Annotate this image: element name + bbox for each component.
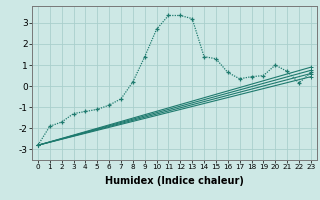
X-axis label: Humidex (Indice chaleur): Humidex (Indice chaleur)	[105, 176, 244, 186]
